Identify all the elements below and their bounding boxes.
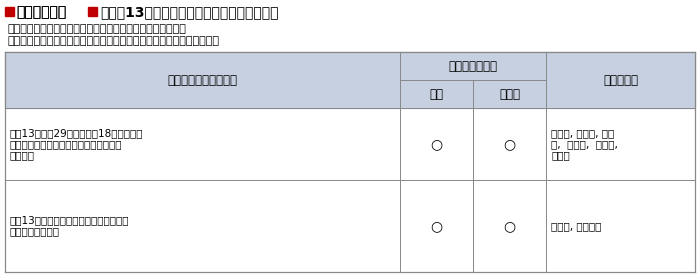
- Bar: [400, 52, 546, 108]
- Text: ２４条＝小災害債に係る元利償還金の基準財政需要額への算入等: ２４条＝小災害債に係る元利償還金の基準財政需要額への算入等: [8, 36, 220, 46]
- Text: ○: ○: [503, 137, 516, 151]
- Text: 主な被災地: 主な被災地: [603, 74, 638, 87]
- Bar: [5, 7, 14, 16]
- Text: ５条＝農地等の災害復旧事業等に係る補助の特別措置: ５条＝農地等の災害復旧事業等に係る補助の特別措置: [8, 24, 187, 34]
- Text: ○: ○: [430, 137, 442, 151]
- Text: 県,  大分県,  愛媛県,: 県, 大分県, 愛媛県,: [551, 139, 618, 149]
- Text: ２４条: ２４条: [499, 87, 520, 101]
- Text: ○: ○: [503, 219, 516, 233]
- Text: 福岡県, 佐賀県, 熊本: 福岡県, 佐賀県, 熊本: [551, 128, 615, 138]
- Text: 高知県, 鹿児島県: 高知県, 鹿児島県: [551, 221, 601, 231]
- Text: 平成13年９月２日から同月７日までの間: 平成13年９月２日から同月７日までの間: [10, 216, 130, 225]
- Text: 表１－３－１: 表１－３－１: [16, 5, 66, 19]
- Text: 平成13年激甚災害適用措置及び主な被災地: 平成13年激甚災害適用措置及び主な被災地: [100, 5, 279, 19]
- Bar: [88, 7, 97, 16]
- Text: ○: ○: [430, 219, 442, 233]
- Bar: [5, 52, 400, 108]
- Text: 長崎県: 長崎県: [551, 150, 570, 160]
- Text: における梅雨前線により発生した豪雨に: における梅雨前線により発生した豪雨に: [10, 139, 122, 149]
- Text: よる災害: よる災害: [10, 150, 35, 160]
- Bar: [546, 52, 695, 108]
- Text: ５条: ５条: [430, 87, 444, 101]
- Text: 激　　甚　　災　　害: 激 甚 災 害: [167, 74, 237, 87]
- Text: の豪雨による災害: の豪雨による災害: [10, 227, 60, 237]
- Text: 適　用　措　置: 適 用 措 置: [449, 60, 498, 73]
- Text: 平成13年５月29日から７月18日までの間: 平成13年５月29日から７月18日までの間: [10, 128, 144, 138]
- Text: 表１－３－１: 表１－３－１: [16, 5, 66, 19]
